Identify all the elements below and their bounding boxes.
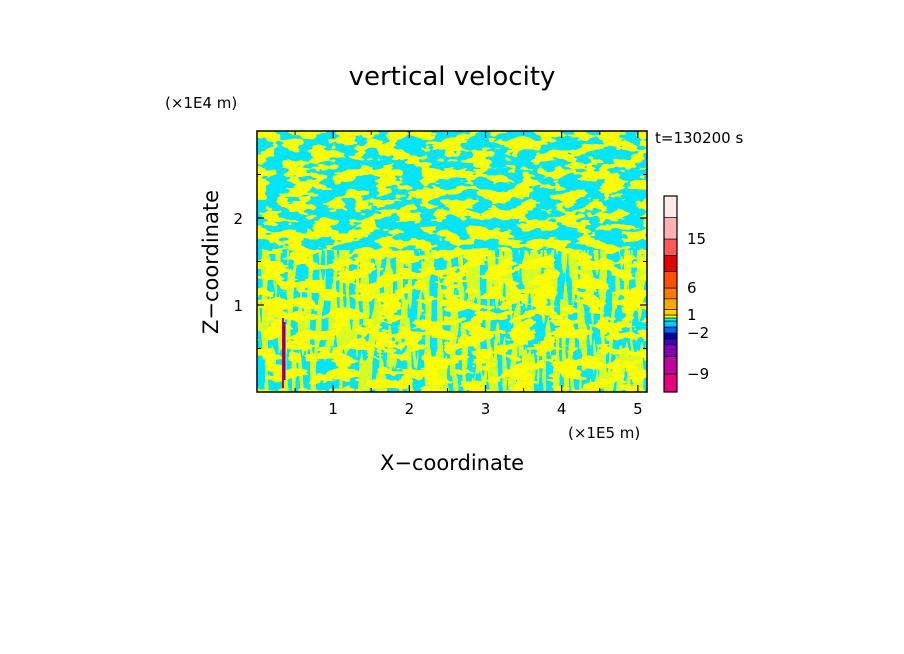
colorbar-frame	[663, 195, 678, 393]
colorbar-level	[663, 298, 678, 310]
colorbar-level	[663, 287, 678, 300]
x-tick-label: 4	[557, 400, 567, 418]
y-axis-ticks: 12	[233, 174, 647, 349]
y-unit-label: (×1E4 m)	[165, 94, 237, 112]
colorbar-level	[663, 373, 678, 393]
colorbar-label: −9	[687, 365, 709, 383]
colorbar-level	[663, 317, 678, 322]
contour-field	[257, 131, 647, 392]
colorbar-label: −2	[687, 324, 709, 342]
positive-streaks	[257, 250, 647, 392]
colorbar-level	[663, 271, 678, 289]
y-tick-label: 2	[233, 210, 243, 228]
colorbar-level	[663, 338, 678, 346]
x-axis-label: X−coordinate	[380, 451, 524, 475]
colorbar-level	[663, 344, 678, 357]
colorbar-level	[663, 320, 678, 328]
colorbar-label: 6	[687, 279, 697, 297]
colorbar-level	[663, 314, 678, 319]
x-tick-label: 3	[481, 400, 491, 418]
y-axis-label: Z−coordinate	[199, 190, 223, 334]
strong-downdraft-streak	[284, 322, 286, 380]
colorbar-level	[663, 255, 678, 272]
chart-title: vertical velocity	[349, 62, 556, 92]
colorbar-level	[663, 332, 678, 340]
x-tick-label: 2	[405, 400, 415, 418]
x-tick-label: 1	[328, 400, 338, 418]
x-tick-label: 5	[633, 400, 643, 418]
colorbar-label: 15	[687, 230, 706, 248]
colorbar-level	[663, 309, 678, 316]
colorbar: 15 6 1−2 −9	[663, 195, 709, 393]
time-label: t=130200 s	[655, 129, 743, 147]
colorbar-label: 1	[687, 306, 697, 324]
colorbar-level	[663, 356, 678, 375]
x-unit-label: (×1E5 m)	[568, 424, 640, 442]
strong-updraft-streak	[282, 318, 284, 388]
colorbar-level	[663, 195, 678, 218]
colorbar-level	[663, 238, 678, 256]
y-tick-label: 1	[233, 297, 243, 315]
colorbar-level	[663, 326, 678, 334]
colorbar-level	[663, 217, 678, 240]
x-axis-ticks: 1 2 3 4 5	[294, 131, 643, 418]
